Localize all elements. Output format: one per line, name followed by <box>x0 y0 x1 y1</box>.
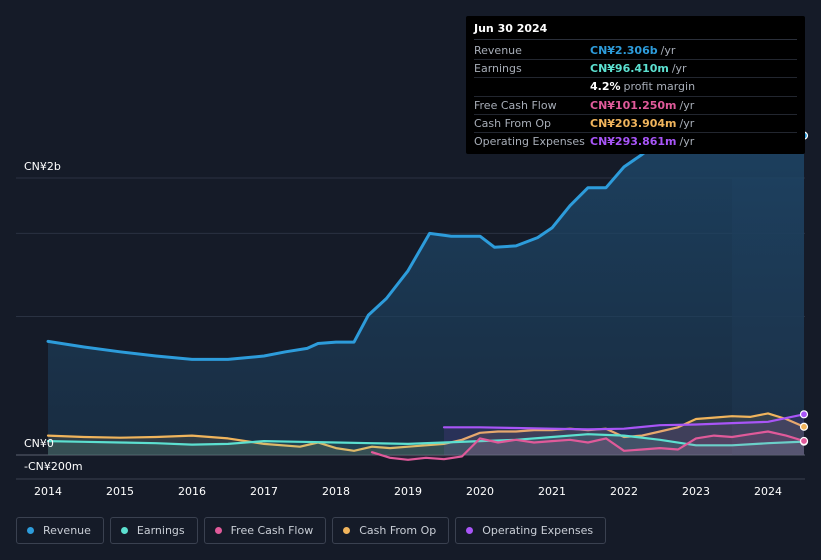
tooltip-label: Operating Expenses <box>474 135 585 149</box>
series-end-markers <box>799 131 809 446</box>
end-marker-cash-from-op <box>799 422 809 431</box>
tooltip-unit: /yr <box>679 98 695 112</box>
series-line-earnings <box>46 433 806 447</box>
tooltip-row: Free Cash Flow CN¥101.250m/yr <box>474 97 797 115</box>
y-tick-label: CN¥2b <box>24 160 61 173</box>
tooltip-label: Earnings <box>474 62 522 76</box>
x-tick-label: 2018 <box>322 485 350 498</box>
legend-dot-icon <box>27 527 34 534</box>
x-tick-label: 2022 <box>610 485 638 498</box>
x-tick-label: 2016 <box>178 485 206 498</box>
tooltip-unit: profit margin <box>623 80 696 94</box>
end-marker-operating-expenses <box>799 410 809 419</box>
y-tick-label: CN¥0 <box>24 437 54 450</box>
tooltip-unit: /yr <box>660 44 676 58</box>
x-tick-label: 2021 <box>538 485 566 498</box>
tooltip-value: CN¥203.904m <box>590 116 677 130</box>
tooltip-date: Jun 30 2024 <box>474 22 797 40</box>
y-tick-label: -CN¥200m <box>24 460 83 473</box>
legend-dot-icon <box>214 527 222 534</box>
x-tick-label: 2017 <box>250 485 278 498</box>
y-axis-labels: CN¥2b CN¥0 -CN¥200m <box>24 160 83 473</box>
x-tick-label: 2023 <box>682 485 710 498</box>
legend-dot-icon <box>343 527 351 534</box>
tooltip-unit: /yr <box>679 135 695 149</box>
legend-item[interactable]: Cash From Op <box>332 517 450 544</box>
legend-label: Earnings <box>136 524 185 537</box>
tooltip-row: Operating Expenses CN¥293.861m/yr <box>474 133 797 150</box>
legend: Revenue Earnings Free Cash Flow Cash From O… <box>16 517 607 544</box>
series-line-free-cash-flow <box>370 430 806 461</box>
legend-label: Cash From Op <box>359 524 437 537</box>
series-line-cash-from-op <box>46 412 806 452</box>
x-tick-label: 2019 <box>394 485 422 498</box>
legend-item[interactable]: Earnings <box>109 517 198 544</box>
end-marker-free-cash-flow <box>799 436 809 446</box>
x-tick-label: 2024 <box>754 485 782 498</box>
legend-dot-icon <box>466 527 474 534</box>
legend-label: Revenue <box>43 524 91 537</box>
tooltip-unit: /yr <box>671 62 687 76</box>
tooltip-label: Cash From Op <box>474 116 552 130</box>
tooltip-row: Revenue CN¥2.306b/yr <box>474 42 797 61</box>
tooltip-row: Earnings CN¥96.410m/yr <box>474 60 797 79</box>
tooltip-value: CN¥96.410m <box>590 62 669 76</box>
tooltip-value: 4.2% <box>590 80 621 94</box>
tooltip-value: CN¥101.250m <box>590 98 677 112</box>
legend-item[interactable]: Operating Expenses <box>455 517 607 544</box>
series-line-operating-expenses <box>442 413 806 431</box>
x-tick-label: 2020 <box>466 485 494 498</box>
tooltip-row: Cash From Op CN¥203.904m/yr <box>474 115 797 133</box>
tooltip-unit: /yr <box>679 116 695 130</box>
legend-item[interactable]: Free Cash Flow <box>203 517 327 544</box>
x-tick-label: 2014 <box>34 485 62 498</box>
legend-dot-icon <box>120 527 128 534</box>
tooltip-label: Free Cash Flow <box>474 98 557 112</box>
series-area-earnings <box>48 434 804 455</box>
legend-item[interactable]: Revenue <box>16 517 104 544</box>
tooltip-value: CN¥293.861m <box>590 135 677 149</box>
x-axis-labels: 2014 2015 2016 2017 2018 2019 2020 2021 2022 2023… <box>34 485 782 498</box>
tooltip-value: CN¥2.306b <box>590 44 658 58</box>
x-tick-label: 2015 <box>106 485 134 498</box>
tooltip: Jun 30 2024 Revenue CN¥2.306b/yr Earnings C… <box>466 16 805 154</box>
tooltip-row: 4.2% profit margin <box>474 78 797 97</box>
revenue-area <box>48 97 804 455</box>
legend-label: Operating Expenses <box>482 524 594 537</box>
legend-label: Free Cash Flow <box>230 524 314 537</box>
tooltip-label: Revenue <box>474 44 522 58</box>
